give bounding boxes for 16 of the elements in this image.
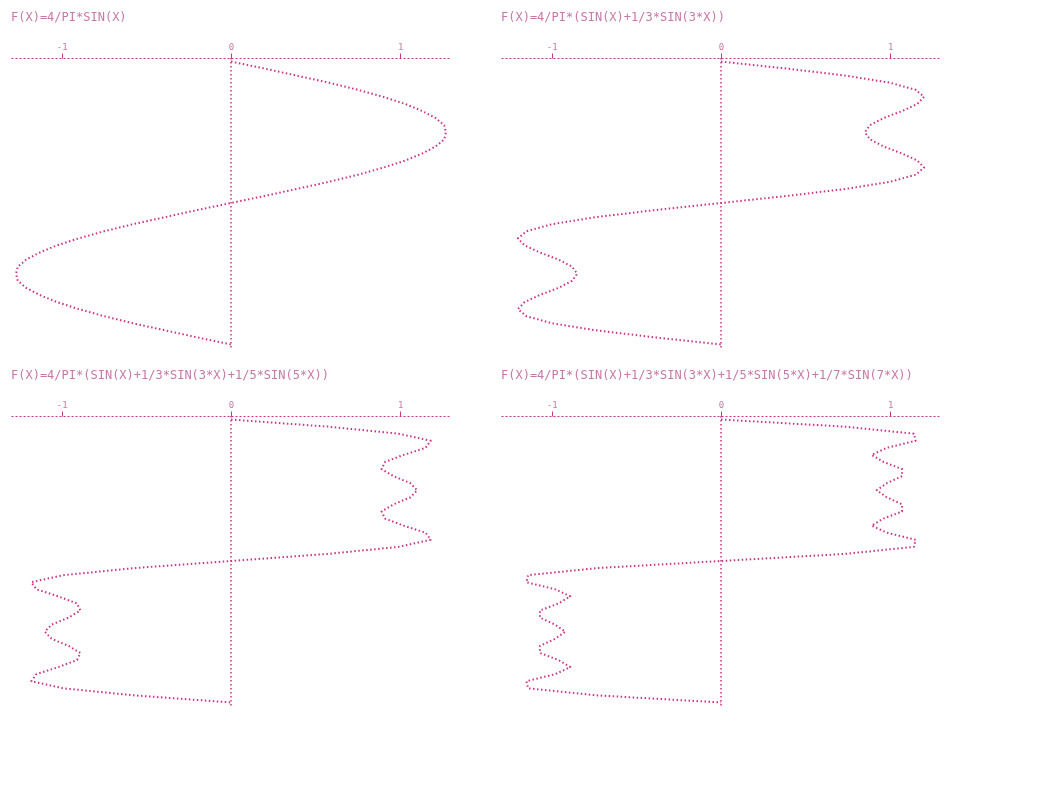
x-tick-label: -1: [546, 41, 558, 52]
chart-title: F(X)=4/PI*SIN(X): [11, 10, 127, 24]
x-tick-label: 1: [888, 41, 894, 52]
x-tick-label: 1: [398, 399, 404, 410]
chart-title: F(X)=4/PI*(SIN(X)+1/3*SIN(3*X)+1/5*SIN(5*X)): [11, 368, 329, 382]
x-tick-label: 1: [398, 41, 404, 52]
x-tick-label: 0: [228, 399, 235, 410]
x-tick-label: 0: [718, 41, 725, 52]
chart-title: F(X)=4/PI*(SIN(X)+1/3*SIN(3*X)): [501, 10, 725, 24]
x-tick-label: -1: [56, 41, 68, 52]
x-tick-label: 0: [718, 399, 725, 410]
chart-title: F(X)=4/PI*(SIN(X)+1/3*SIN(3*X)+1/5*SIN(5*X)+1/7*SIN(7*X)): [501, 368, 913, 382]
x-tick-label: -1: [546, 399, 558, 410]
x-tick-label: 0: [228, 41, 235, 52]
x-tick-label: 1: [888, 399, 894, 410]
x-tick-label: -1: [56, 399, 68, 410]
